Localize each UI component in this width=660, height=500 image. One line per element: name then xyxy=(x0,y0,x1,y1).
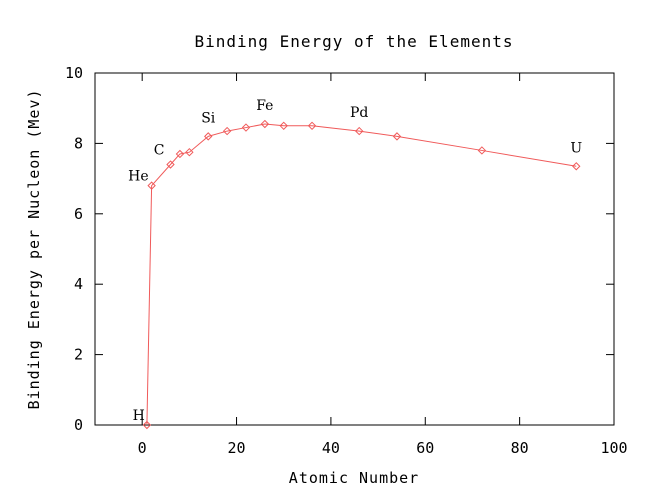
element-label: He xyxy=(128,169,149,185)
series-line xyxy=(146,123,577,426)
element-label: Si xyxy=(201,110,216,126)
data-series xyxy=(142,119,581,430)
data-point xyxy=(260,119,270,129)
y-tick-label: 6 xyxy=(74,205,83,223)
x-tick-label: 100 xyxy=(600,439,627,457)
x-axis-label: Atomic Number xyxy=(289,469,419,487)
data-point xyxy=(175,149,185,159)
x-tick-label: 0 xyxy=(138,439,147,457)
element-label: H xyxy=(133,408,145,424)
y-tick-label: 4 xyxy=(74,275,83,293)
data-point xyxy=(279,121,288,131)
data-point xyxy=(307,121,317,131)
data-point xyxy=(392,132,402,141)
data-point xyxy=(241,123,251,132)
data-point xyxy=(204,132,213,141)
plot-frame xyxy=(94,72,615,426)
y-tick-label: 2 xyxy=(74,346,83,364)
data-point xyxy=(477,146,487,155)
element-label: Fe xyxy=(256,98,273,114)
data-point xyxy=(355,126,364,136)
data-point xyxy=(166,160,175,169)
x-tick-label: 60 xyxy=(416,439,434,457)
element-labels: H He C Si Fe Pd U xyxy=(128,98,582,424)
x-tick-label: 40 xyxy=(322,439,340,457)
y-tick-label: 8 xyxy=(74,134,83,152)
element-label: U xyxy=(570,140,582,156)
y-tick-label: 10 xyxy=(65,64,83,82)
data-point xyxy=(185,147,194,157)
y-tick-label: 0 xyxy=(74,416,83,434)
chart-title: Binding Energy of the Elements xyxy=(195,32,514,51)
data-point xyxy=(572,162,581,171)
x-tick-label: 20 xyxy=(228,439,246,457)
element-label: C xyxy=(154,143,165,159)
element-label: Pd xyxy=(350,105,368,121)
data-point xyxy=(147,181,156,190)
data-point xyxy=(142,420,152,430)
y-axis-label: Binding Energy per Nucleon (Mev) xyxy=(25,89,43,410)
axis-ticks: 0 20 40 60 80 100 0 2 4 6 8 10 xyxy=(65,64,628,457)
x-tick-label: 80 xyxy=(511,439,529,457)
data-point xyxy=(222,126,232,136)
